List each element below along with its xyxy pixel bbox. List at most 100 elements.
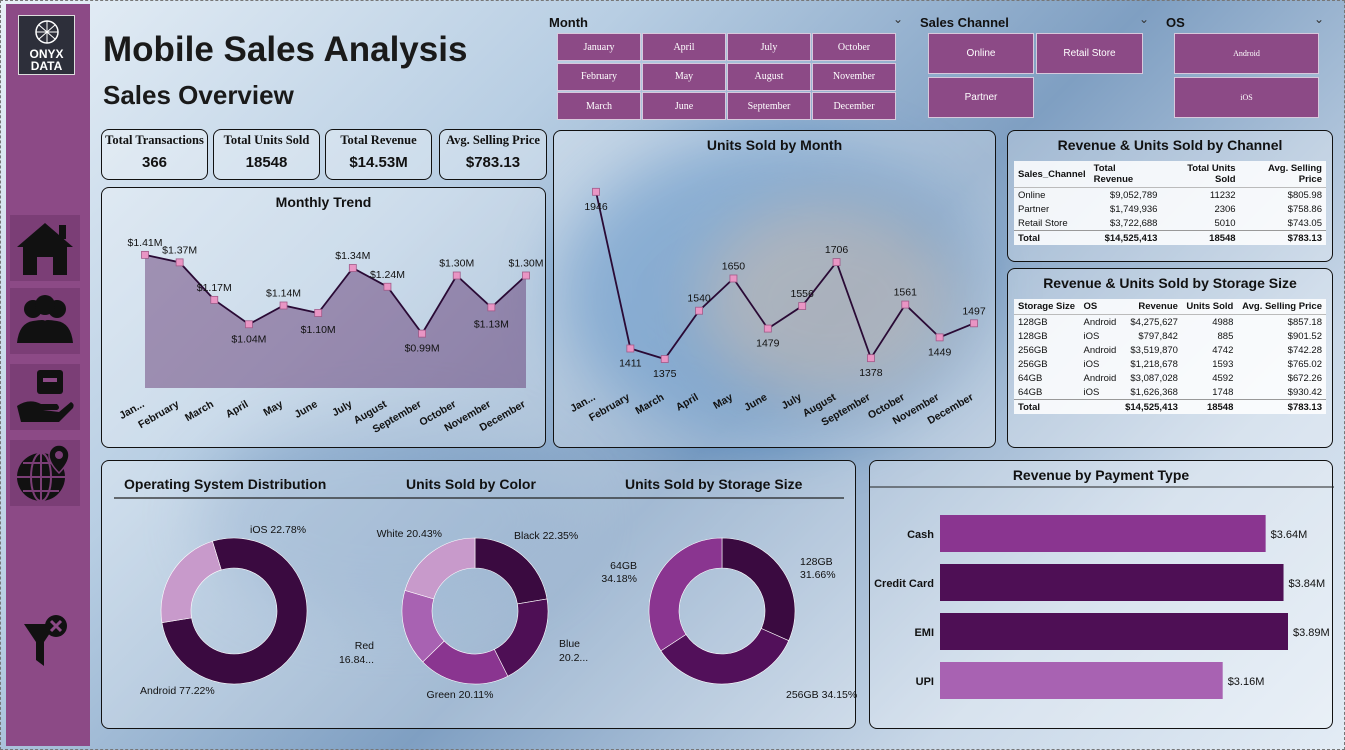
slicer-month-february[interactable]: February <box>557 62 641 91</box>
slice-black[interactable] <box>474 537 548 605</box>
data-point[interactable] <box>935 333 944 342</box>
data-label: Android 77.22% <box>140 685 215 697</box>
kpi-card-avg-price: Avg. Selling Price $783.13 <box>439 129 547 180</box>
chart-title: Units Sold by Month <box>706 137 843 153</box>
column-header[interactable]: Total Units Sold <box>1161 161 1240 188</box>
data-point[interactable] <box>141 250 149 259</box>
slicer-month-november[interactable]: November <box>812 62 896 91</box>
data-point[interactable] <box>314 309 323 317</box>
slicer-channel-online[interactable]: Online <box>928 33 1034 74</box>
table-cell: $14,525,413 <box>1120 399 1182 414</box>
channel-table: Sales_Channel Total Revenue Total Units So… <box>1014 161 1326 245</box>
data-point[interactable] <box>695 306 703 315</box>
storage-table: Storage Size OS Revenue Units Sold Avg. Sell… <box>1014 299 1326 414</box>
data-point[interactable] <box>592 187 600 196</box>
table-cell: 1593 <box>1212 358 1234 370</box>
slicer-month-august[interactable]: August <box>727 62 811 91</box>
payment-type-card: Revenue by Payment Type Cash $3.64M Credit… <box>869 460 1334 729</box>
slicer-os-android[interactable]: Android <box>1174 33 1319 74</box>
clear-filters-button[interactable] <box>22 612 70 675</box>
data-label: $1.30M <box>508 258 543 270</box>
data-label: $1.24M <box>370 269 405 281</box>
nav-geo-button[interactable] <box>10 440 80 506</box>
column-header[interactable]: Units Sold <box>1181 299 1238 315</box>
data-point[interactable] <box>970 319 978 328</box>
channel-slicer-title: Sales Channel <box>920 15 1009 30</box>
x-tick-label: April <box>224 398 251 420</box>
data-point[interactable] <box>279 301 288 310</box>
table-cell: 4742 <box>1212 344 1234 356</box>
bar-credit-card[interactable] <box>940 564 1284 601</box>
column-header[interactable]: Avg. Selling Price <box>1239 161 1326 188</box>
channel-table-card: Revenue & Units Sold by Channel Sales_Ch… <box>1007 130 1333 262</box>
data-point[interactable] <box>210 295 219 304</box>
data-point[interactable] <box>175 258 184 267</box>
month-slicer-chevron-icon[interactable]: ⌄ <box>893 12 904 26</box>
slice-128gb[interactable] <box>721 537 796 642</box>
slice-android[interactable] <box>161 537 308 685</box>
table-cell: Online <box>1018 189 1046 201</box>
data-point[interactable] <box>763 324 772 333</box>
data-point[interactable] <box>867 354 875 363</box>
data-label: 256GB 34.15% <box>786 689 857 701</box>
data-point[interactable] <box>798 302 807 310</box>
table-cell: $930.42 <box>1287 386 1322 398</box>
channel-slicer-chevron-icon[interactable]: ⌄ <box>1139 12 1150 26</box>
data-label: 1650 <box>722 261 746 273</box>
nav-users-button[interactable] <box>10 288 80 354</box>
slicer-channel-partner[interactable]: Partner <box>928 77 1034 118</box>
data-point[interactable] <box>245 320 253 329</box>
data-label: iOS 22.78% <box>250 524 306 536</box>
slice-blue[interactable] <box>493 598 549 677</box>
data-point[interactable] <box>626 344 635 353</box>
table-row: 128GB iOS $797,842 885 $901.52 <box>1014 329 1326 343</box>
chart-title: Units Sold by Color <box>406 476 536 492</box>
slice-ios[interactable] <box>160 540 222 624</box>
data-point[interactable] <box>522 271 530 280</box>
slicer-month-april[interactable]: April <box>642 33 726 61</box>
column-header[interactable]: Total Revenue <box>1089 161 1162 188</box>
bar-cash[interactable] <box>940 515 1266 552</box>
slicer-os-ios[interactable]: iOS <box>1174 77 1319 118</box>
slicer-channel-retail-store[interactable]: Retail Store <box>1036 33 1143 74</box>
bar-upi[interactable] <box>940 662 1223 699</box>
bar-emi[interactable] <box>940 613 1288 650</box>
os-slicer-chevron-icon[interactable]: ⌄ <box>1314 12 1325 26</box>
slicer-month-september[interactable]: September <box>727 92 811 120</box>
data-point[interactable] <box>383 282 392 291</box>
column-header[interactable]: Sales_Channel <box>1014 161 1090 188</box>
table-cell: 1748 <box>1212 386 1234 398</box>
slicer-month-may[interactable]: May <box>642 62 726 91</box>
column-header[interactable]: Avg. Selling Price <box>1237 299 1326 315</box>
slice-white[interactable] <box>404 537 476 600</box>
slice-256gb[interactable] <box>660 628 790 685</box>
slicer-month-july[interactable]: July <box>727 33 811 61</box>
data-point[interactable] <box>901 300 910 309</box>
data-point[interactable] <box>729 274 738 283</box>
data-point[interactable] <box>348 264 357 272</box>
chart-title: Revenue by Payment Type <box>1012 467 1190 483</box>
data-label: 1375 <box>653 368 677 380</box>
data-label: $1.04M <box>231 333 266 345</box>
data-label: $1.13M <box>474 318 509 330</box>
table-cell: $805.98 <box>1287 189 1322 201</box>
data-point[interactable] <box>418 329 426 338</box>
table-cell: 128GB <box>1018 316 1048 328</box>
nav-home-button[interactable] <box>10 215 80 281</box>
slicer-month-october[interactable]: October <box>812 33 896 61</box>
column-header[interactable]: OS <box>1079 299 1121 315</box>
slice-64gb[interactable] <box>648 537 723 652</box>
data-point[interactable] <box>660 355 669 363</box>
data-point[interactable] <box>832 258 841 266</box>
slicer-month-january[interactable]: January <box>557 33 641 61</box>
column-header[interactable]: Revenue <box>1120 299 1182 315</box>
nav-products-button[interactable] <box>10 364 80 430</box>
logo-text-line2: DATA <box>30 59 63 73</box>
x-tick-label: April <box>674 391 701 413</box>
slicer-month-december[interactable]: December <box>812 92 896 120</box>
column-header[interactable]: Storage Size <box>1014 299 1080 315</box>
data-point[interactable] <box>487 303 496 312</box>
slicer-month-march[interactable]: March <box>557 92 641 120</box>
data-point[interactable] <box>452 271 461 280</box>
slicer-month-june[interactable]: June <box>642 92 726 120</box>
